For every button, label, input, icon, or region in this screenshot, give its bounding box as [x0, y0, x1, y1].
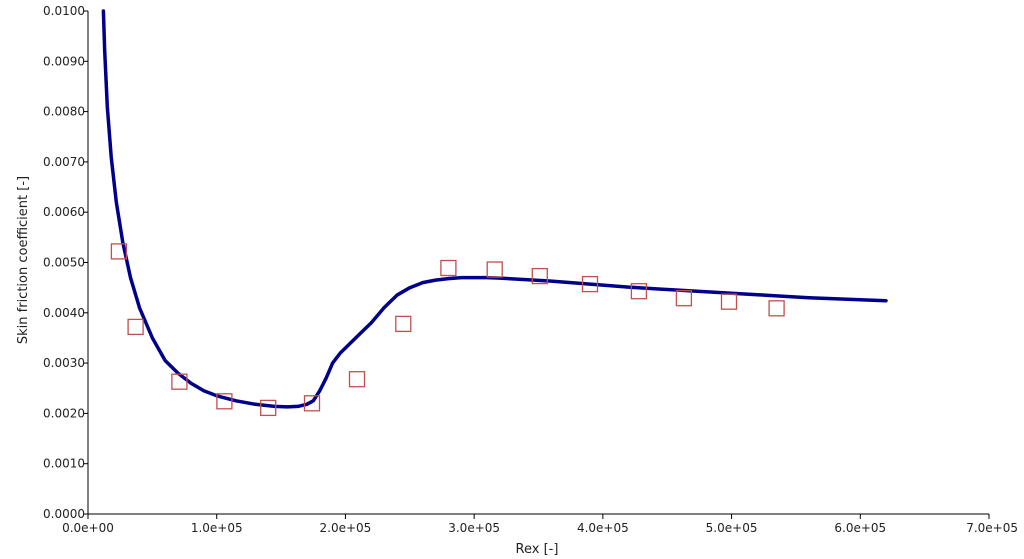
- y-tick-label: 0.0100: [43, 4, 85, 18]
- experimental-data-point: [395, 315, 412, 333]
- experimental-data-point: [348, 371, 366, 388]
- x-tick-label: 2.0e+05: [320, 521, 372, 535]
- y-axis: 0.0000 0.0010 0.0020 0.0030 0.0040 0.0050 0.00…: [43, 4, 89, 521]
- x-tick-label: 6.0e+05: [834, 521, 886, 535]
- series-layer: [101, 9, 888, 417]
- x-tick-label: 1.0e+05: [191, 521, 243, 535]
- y-tick-label: 0.0070: [43, 155, 85, 169]
- y-tick-label: 0.0030: [43, 356, 85, 370]
- x-tick-label: 7.0e+05: [966, 521, 1018, 535]
- experimental-data-point: [675, 290, 693, 307]
- x-tick-label: 5.0e+05: [706, 521, 758, 535]
- y-tick-label: 0.0010: [43, 457, 85, 471]
- experimental-data-point: [110, 243, 128, 260]
- experimental-data-point: [720, 293, 738, 310]
- simulation-curve: [101, 9, 888, 409]
- x-tick-label: 4.0e+05: [577, 521, 629, 535]
- y-tick-label: 0.0040: [43, 306, 85, 320]
- y-tick-label: 0.0000: [43, 507, 85, 521]
- y-axis-title: Skin friction coefficient [-]: [16, 176, 31, 344]
- experimental-data-point: [171, 373, 188, 390]
- experimental-data-point: [127, 318, 144, 336]
- experimental-data-point: [486, 261, 503, 278]
- y-tick-label: 0.0020: [43, 406, 85, 420]
- experimental-data-point: [581, 275, 599, 293]
- experimental-data-point: [260, 399, 277, 417]
- y-tick-label: 0.0090: [43, 54, 85, 68]
- x-axis: 0.0e+00 1.0e+05 2.0e+05 3.0e+05 4.0e+05 5.0e+…: [62, 513, 1018, 535]
- y-tick-label: 0.0060: [43, 205, 85, 219]
- y-tick-label: 0.0080: [43, 105, 85, 119]
- experimental-data-point: [216, 393, 233, 410]
- experimental-data-point: [440, 259, 457, 277]
- x-tick-label: 0.0e+00: [62, 521, 114, 535]
- x-axis-title: Rex [-]: [516, 542, 559, 557]
- experimental-data-point: [630, 283, 648, 300]
- x-tick-label: 3.0e+05: [448, 521, 500, 535]
- experimental-data-point: [768, 300, 785, 317]
- y-tick-label: 0.0050: [43, 256, 85, 270]
- experimental-data-point: [303, 395, 321, 412]
- experimental-data-point: [531, 267, 548, 285]
